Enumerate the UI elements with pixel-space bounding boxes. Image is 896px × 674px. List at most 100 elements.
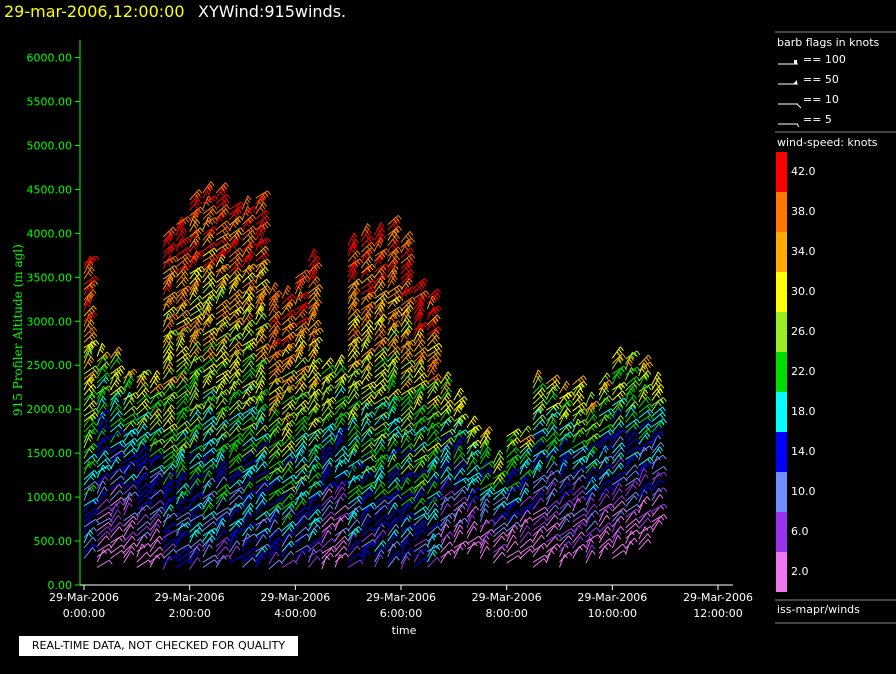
wind-barb: [361, 542, 372, 553]
wind-barb-flag: [407, 551, 412, 556]
wind-barb: [189, 341, 199, 354]
wind-barb-flag: [408, 472, 413, 478]
wind-barb-flag: [318, 262, 323, 268]
wind-barb: [228, 489, 240, 501]
wind-barb: [123, 492, 131, 506]
wind-barb-flag: [412, 365, 416, 371]
wind-barb-flag: [288, 512, 293, 518]
wind-barb-flag: [368, 371, 373, 377]
wind-barb: [83, 356, 92, 370]
wind-barb-flag: [343, 540, 347, 545]
wind-barb: [189, 403, 198, 417]
wind-barb-flag: [407, 328, 411, 333]
wind-barb: [360, 455, 368, 469]
wind-barb-flag: [181, 453, 185, 459]
wind-barb-flag: [234, 345, 239, 351]
wind-barb-flag: [407, 435, 412, 440]
wind-barb-flag: [276, 450, 281, 456]
wind-barb-flag: [197, 493, 201, 499]
wind-barb: [308, 492, 318, 505]
wind-barb-flag: [261, 225, 266, 230]
wind-barb: [374, 313, 385, 326]
wind-barb: [321, 410, 332, 422]
wind-barb-flag: [252, 436, 257, 442]
wind-barb-flag: [144, 433, 149, 439]
wind-barb-flag: [222, 230, 226, 235]
wind-barb: [255, 530, 266, 542]
wind-barb: [228, 502, 237, 516]
wind-barb-flag: [435, 508, 439, 513]
wind-barb-flag: [118, 387, 123, 393]
wind-barb: [413, 454, 427, 463]
wind-barb-flag: [411, 359, 416, 365]
wind-barb: [242, 352, 255, 363]
wind-barb: [215, 484, 228, 494]
wind-barb-flag: [183, 485, 188, 490]
wind-barb-flag: [168, 231, 173, 236]
wind-barb-flag: [352, 355, 357, 360]
wind-barb-flag: [411, 286, 416, 292]
wind-barb: [268, 290, 280, 301]
wind-barb: [96, 396, 104, 410]
wind-barb-flag: [288, 378, 292, 384]
wind-barb: [295, 391, 308, 400]
wind-barb: [215, 232, 229, 241]
wind-barb-flag: [366, 246, 371, 251]
wind-barb-flag: [382, 386, 387, 391]
wind-barb-flag: [100, 345, 105, 351]
wind-barb-flag: [250, 329, 255, 334]
wind-barb-flag: [131, 475, 135, 481]
wind-barb-flag: [278, 338, 283, 343]
wind-barb-flag: [403, 292, 408, 298]
wind-barb-flag: [88, 293, 93, 299]
wind-barb: [136, 382, 146, 394]
wind-barb-flag: [351, 286, 356, 291]
wind-barb-flag: [436, 456, 440, 461]
wind-barb-flag: [382, 540, 387, 545]
wind-barb-flag: [90, 386, 95, 392]
wind-barb-flag: [184, 523, 189, 529]
wind-barb-flag: [208, 208, 213, 214]
wind-barb-flag: [317, 509, 322, 514]
wind-barb-flag: [184, 443, 188, 449]
wind-barb: [189, 313, 202, 322]
wind-barb-flag: [195, 229, 199, 234]
wind-barb-flag: [301, 320, 306, 326]
wind-barb-flag: [200, 206, 204, 212]
wind-barb-flag: [449, 430, 454, 435]
wind-barb-flag: [458, 406, 463, 411]
wind-barb-flag: [418, 362, 423, 367]
wind-barb-flag: [298, 281, 303, 286]
wind-barb-flag: [418, 325, 423, 330]
wind-barb: [400, 365, 413, 375]
wind-barb: [202, 389, 214, 400]
wind-barb-flag: [391, 270, 396, 275]
wind-barb-flag: [221, 494, 226, 500]
wind-barb-flag: [253, 442, 258, 448]
wind-barb-flag: [198, 252, 203, 257]
wind-barb-flag: [445, 458, 450, 463]
wind-barb: [295, 275, 308, 284]
wind-barb-flag: [249, 396, 254, 402]
wind-barb-flag: [371, 532, 376, 538]
wind-barb: [308, 462, 320, 473]
wind-barb-flag: [250, 417, 255, 423]
wind-barb-flag: [396, 255, 401, 261]
wind-barb: [334, 395, 347, 405]
wind-barb: [321, 376, 328, 391]
wind-barb: [387, 388, 399, 400]
wind-barb: [347, 489, 360, 500]
wind-barb-flag: [195, 269, 200, 275]
wind-barb-flag: [183, 400, 187, 406]
wind-barb-flag: [221, 303, 226, 309]
wind-barb: [136, 504, 148, 516]
wind-barb-flag: [259, 383, 264, 388]
wind-barb-flag: [115, 353, 120, 359]
wind-barb-flag: [260, 197, 265, 202]
wind-barb-flag: [101, 398, 105, 404]
wind-barb-flag: [192, 287, 197, 293]
wind-barb-flag: [157, 513, 162, 519]
wind-barb: [321, 552, 331, 565]
wind-barb-flag: [226, 389, 231, 394]
